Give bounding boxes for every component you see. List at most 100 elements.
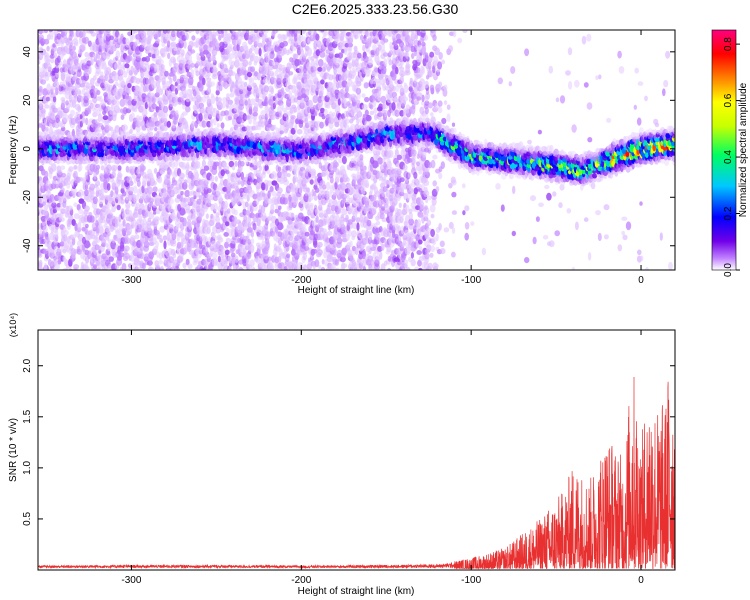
spectrogram-cell xyxy=(149,75,154,81)
spectrogram-cell xyxy=(269,185,274,193)
spectrogram-cell xyxy=(60,187,65,193)
spectrogram-cell xyxy=(241,30,247,34)
spectrogram-cell xyxy=(217,191,222,196)
spectrogram-cell xyxy=(251,266,256,270)
spectrogram-cell xyxy=(129,129,133,135)
spectrogram-cell xyxy=(215,89,220,96)
spectrogram-cell xyxy=(70,109,75,117)
spectrogram-cell xyxy=(355,87,362,95)
spectrogram-cell xyxy=(323,215,327,225)
spectrogram-cell xyxy=(354,246,359,255)
spectrogram-cell xyxy=(55,87,59,96)
spectrogram-cell xyxy=(294,89,298,97)
spectrogram-cell xyxy=(361,93,366,98)
spectrogram-cell xyxy=(116,204,121,211)
spectrogram-cell xyxy=(43,262,48,270)
spectrogram-cell xyxy=(150,30,154,39)
spectrogram-cell xyxy=(99,74,106,80)
spectrogram-cell xyxy=(257,42,263,48)
spectrogram-cell xyxy=(250,66,255,73)
spectrogram-cell xyxy=(350,157,355,163)
spectrogram-cell xyxy=(301,178,307,187)
spectrogram-cell xyxy=(90,58,94,66)
spectrogram-cell xyxy=(351,67,356,74)
spectrogram-cell xyxy=(184,77,189,84)
spectrogram-cell xyxy=(364,96,370,103)
spectrogram-cell xyxy=(65,263,70,270)
spectrogram-cell xyxy=(237,76,242,84)
spectrogram-cell xyxy=(42,88,49,96)
spectrogram-cell xyxy=(290,115,296,120)
spectrogram-cell xyxy=(217,255,221,263)
spectrogram-cell xyxy=(215,227,221,234)
spectrogram-cell xyxy=(133,219,137,227)
spectrogram-cell xyxy=(201,106,205,113)
spectrogram-cell xyxy=(184,189,191,198)
spectrogram-cell xyxy=(315,187,320,193)
spectrogram-cell xyxy=(319,121,324,129)
spectrogram-cell xyxy=(320,107,325,114)
spectrogram-cell xyxy=(166,32,171,41)
spectrogram-cell xyxy=(274,30,279,33)
spectrogram-cell xyxy=(78,177,84,182)
spectrogram-cell xyxy=(45,126,49,132)
spectrogram-cell xyxy=(155,38,160,44)
spectrogram-cell xyxy=(160,64,165,70)
spectrogram-cell xyxy=(335,267,340,270)
spectrogram-cell xyxy=(46,237,50,244)
spectrogram-cell xyxy=(99,71,104,76)
spectrogram-cell xyxy=(168,256,174,264)
spectrogram-cell xyxy=(317,66,323,72)
spectrogram-cell xyxy=(101,78,106,84)
spectrogram-cell xyxy=(140,87,144,95)
spectrogram-cell xyxy=(276,244,282,253)
spectrogram-cell xyxy=(356,222,360,231)
spectrogram-cell xyxy=(114,81,119,87)
spectrogram-cell xyxy=(83,36,90,44)
spectrogram-cell xyxy=(127,82,132,89)
spectrogram-cell xyxy=(339,165,346,173)
spectrogram-cell xyxy=(103,81,109,88)
spectrogram-cell xyxy=(169,77,173,85)
spectrogram-cell xyxy=(43,221,48,226)
spectrogram-cell xyxy=(123,71,128,78)
spectrogram-cell xyxy=(304,191,309,197)
spectrogram-cell xyxy=(151,103,157,110)
spectrogram-cell xyxy=(242,113,247,122)
spectrogram-cell xyxy=(231,30,236,33)
spectrogram-cell xyxy=(317,249,323,256)
spectrogram-cell xyxy=(321,259,325,265)
spectrogram-cell xyxy=(153,216,160,222)
spectrogram-cell xyxy=(300,87,306,95)
spectrogram-cell xyxy=(114,234,119,242)
spectrogram-cell xyxy=(65,180,72,185)
spectrogram-cell xyxy=(192,200,198,209)
spectrogram-cell xyxy=(226,208,231,214)
spectrogram-cell xyxy=(327,230,333,236)
spectrogram-cell xyxy=(231,219,237,227)
spectrogram-cell xyxy=(189,238,195,245)
spectrogram-cell xyxy=(266,37,272,46)
spectrogram-cell xyxy=(130,219,134,229)
spectrogram-cell xyxy=(351,59,356,68)
spectrogram-cell xyxy=(288,194,292,202)
spectrogram-cell xyxy=(84,226,88,235)
spectrogram-cell xyxy=(74,223,78,232)
spectrogram-cell xyxy=(125,237,131,244)
spectrogram-cell xyxy=(333,161,339,168)
spectrogram-cell xyxy=(68,166,74,172)
spectrogram-cell xyxy=(290,127,296,135)
spectrogram-cell xyxy=(256,72,261,81)
spectrogram-cell xyxy=(234,255,239,263)
spectrogram-cell xyxy=(307,209,312,216)
spectrogram-cell xyxy=(122,218,126,227)
spectrogram-cell xyxy=(88,30,94,34)
spectrogram-cell xyxy=(54,229,59,238)
spectrogram-cell xyxy=(75,103,81,111)
spectrogram-cell xyxy=(84,171,88,180)
spectrogram-cell xyxy=(60,208,66,215)
spectrogram-cell xyxy=(215,260,219,266)
spectrogram-cell xyxy=(114,132,119,139)
spectrogram-cell xyxy=(288,71,294,76)
